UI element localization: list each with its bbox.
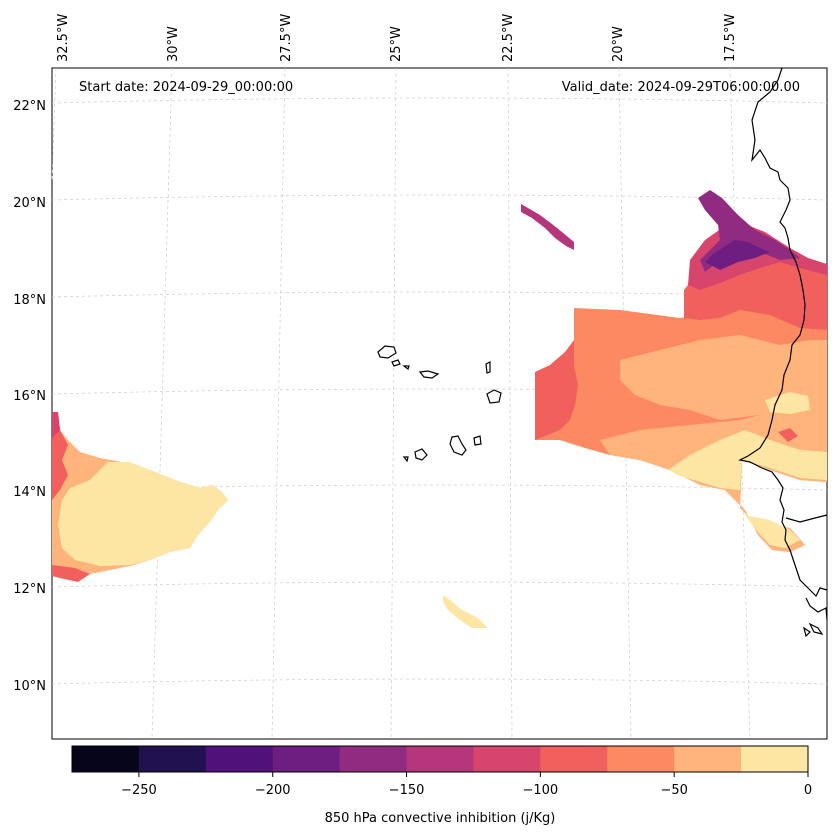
lon-label: 20°W — [611, 26, 626, 62]
lon-label: 27.5°W — [279, 14, 294, 62]
colorbar-outline — [71, 745, 809, 773]
colorbar-tick-label: −50 — [660, 783, 687, 798]
colorbar-tick-label: −250 — [121, 783, 157, 798]
colorbar-segment — [406, 746, 474, 772]
gambia-river — [785, 514, 828, 523]
cin-east-paleyellow — [668, 430, 827, 490]
cin-east-red-spot — [778, 428, 798, 442]
colorbar-segment — [205, 746, 274, 772]
colorbar-tick-label: −200 — [255, 783, 291, 798]
cin-east-paleyellow-2 — [765, 392, 810, 414]
colorbar-segment — [473, 746, 541, 772]
lat-label: 14°N — [13, 485, 46, 500]
colorbar-ticks: −250 −200 −150 −100 −50 0 — [121, 772, 812, 798]
colorbar-tick-label: −100 — [523, 783, 559, 798]
meridian-30w — [151, 67, 173, 740]
parallel-20n — [51, 194, 828, 201]
island-fogo — [414, 448, 428, 461]
parallel-12n — [51, 581, 828, 588]
colorbar-segment — [339, 746, 408, 772]
start-date-label: Start date: 2024-09-29_00:00:00 — [79, 80, 293, 95]
cin-north-streak — [521, 204, 574, 250]
colorbar-segment — [72, 746, 140, 772]
colorbar-segment — [607, 746, 675, 772]
island-santo-antao — [377, 345, 397, 359]
lat-label: 22°N — [13, 99, 46, 114]
island-maio — [473, 435, 482, 446]
lon-label: 22.5°W — [501, 14, 516, 62]
meridian-27.5w — [271, 67, 286, 740]
colorbar-tick-label: 0 — [804, 783, 812, 798]
lon-label: 17.5°W — [723, 14, 738, 62]
guinea-bissau-coast — [805, 597, 828, 621]
colorbar-title: 850 hPa convective inhibition (j/Kg) — [325, 811, 556, 826]
island-santiago — [449, 435, 467, 456]
colorbar: −250 −200 −150 −100 −50 0 850 hPa convective … — [71, 745, 812, 826]
lon-label: 32.5°W — [56, 14, 71, 62]
meridian-22.5w — [507, 67, 513, 740]
lat-tick-labels: 22°N 20°N 18°N 16°N 14°N 12°N 10°N — [13, 99, 46, 694]
lat-label: 16°N — [13, 389, 46, 404]
meridian-17.5w — [729, 67, 751, 740]
colorbar-segment — [138, 746, 207, 772]
cin-fill-layer — [52, 190, 827, 628]
lon-tick-labels: 32.5°W 30°W 27.5°W 25°W 22.5°W 20°W 17.5… — [56, 14, 738, 62]
cin-east-red-west — [535, 340, 578, 440]
bissagos-1 — [808, 622, 824, 635]
colorbar-segment — [272, 746, 341, 772]
colorbar-segment — [741, 746, 809, 772]
lat-label: 18°N — [13, 293, 46, 308]
coastlines — [738, 67, 828, 638]
island-sal — [485, 361, 491, 374]
colorbar-segments — [72, 746, 809, 772]
parallel-18n — [51, 291, 828, 298]
lon-label: 30°W — [166, 26, 181, 62]
valid-date-label: Valid_date: 2024-09-29T06:00:00.00 — [562, 80, 800, 95]
lat-label: 12°N — [13, 582, 46, 597]
island-sao-vicente — [391, 359, 401, 367]
parallel-10n — [51, 678, 828, 685]
lon-label: 25°W — [389, 26, 404, 62]
cin-east-darkpurple — [705, 240, 770, 270]
cin-south-patch — [443, 595, 488, 628]
meridian-25w — [390, 67, 397, 740]
meridian-20w — [618, 67, 632, 740]
island-santa-luzia — [402, 365, 410, 370]
lat-label: 10°N — [13, 679, 46, 694]
colorbar-segment — [540, 746, 608, 772]
africa-coastline — [738, 67, 828, 598]
colorbar-segment — [674, 746, 742, 772]
cin-east-paleyellow-3 — [745, 515, 800, 548]
parallel-16n — [51, 388, 828, 395]
lat-label: 20°N — [13, 196, 46, 211]
cin-west-magenta — [52, 412, 60, 438]
island-brava — [402, 456, 409, 463]
cape-verde-islands — [377, 345, 502, 463]
parallel-22n — [51, 97, 828, 104]
island-boa-vista — [486, 389, 502, 404]
cin-west-yellow — [58, 462, 228, 566]
cin-west-red-bottom — [52, 565, 90, 582]
island-sao-nicolau — [418, 370, 440, 379]
colorbar-tick-label: −150 — [389, 783, 425, 798]
meridian-32.5w — [51, 67, 57, 181]
bissagos-2 — [803, 626, 811, 638]
